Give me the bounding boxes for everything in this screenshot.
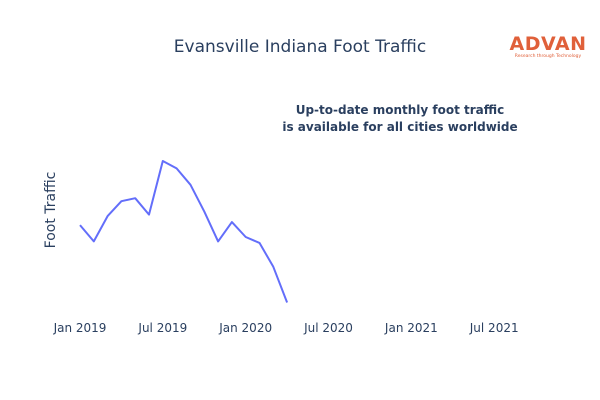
chart-title: Evansville Indiana Foot Traffic: [174, 37, 426, 57]
y-axis-label: Foot Traffic: [43, 172, 59, 249]
x-tick-label: Jan 2020: [218, 321, 272, 335]
data-point[interactable]: [256, 240, 262, 246]
data-point[interactable]: [201, 209, 207, 215]
advan-logo: ADVAN Research through Technology: [510, 33, 587, 59]
x-tick-label: Jul 2020: [303, 321, 353, 335]
data-point[interactable]: [187, 182, 193, 188]
data-point[interactable]: [229, 219, 235, 225]
annotation-line-2: is available for all cities worldwide: [282, 120, 517, 134]
annotation-line-1: Up-to-date monthly foot traffic: [296, 103, 505, 117]
data-point[interactable]: [105, 213, 111, 219]
advan-logo-tagline: Research through Technology: [515, 53, 582, 59]
data-point[interactable]: [91, 238, 97, 244]
x-tick-label: Jan 2021: [384, 321, 438, 335]
data-point[interactable]: [243, 234, 249, 240]
data-point[interactable]: [174, 165, 180, 171]
data-point[interactable]: [215, 238, 221, 244]
data-point[interactable]: [77, 222, 83, 228]
data-point[interactable]: [118, 198, 124, 204]
data-point[interactable]: [284, 300, 290, 306]
data-point[interactable]: [146, 212, 152, 218]
x-tick-label: Jul 2021: [469, 321, 519, 335]
data-point[interactable]: [132, 195, 138, 201]
x-tick-label: Jan 2019: [53, 321, 107, 335]
x-tick-label: Jul 2019: [137, 321, 187, 335]
data-point[interactable]: [270, 264, 276, 270]
advan-logo-text: ADVAN: [510, 33, 587, 55]
data-point[interactable]: [160, 158, 166, 164]
x-axis-ticks: Jan 2019 Jul 2019 Jan 2020 Jul 2020 Jan 2021…: [53, 321, 519, 335]
series-layer: [77, 158, 290, 306]
series-line: [79, 160, 289, 303]
